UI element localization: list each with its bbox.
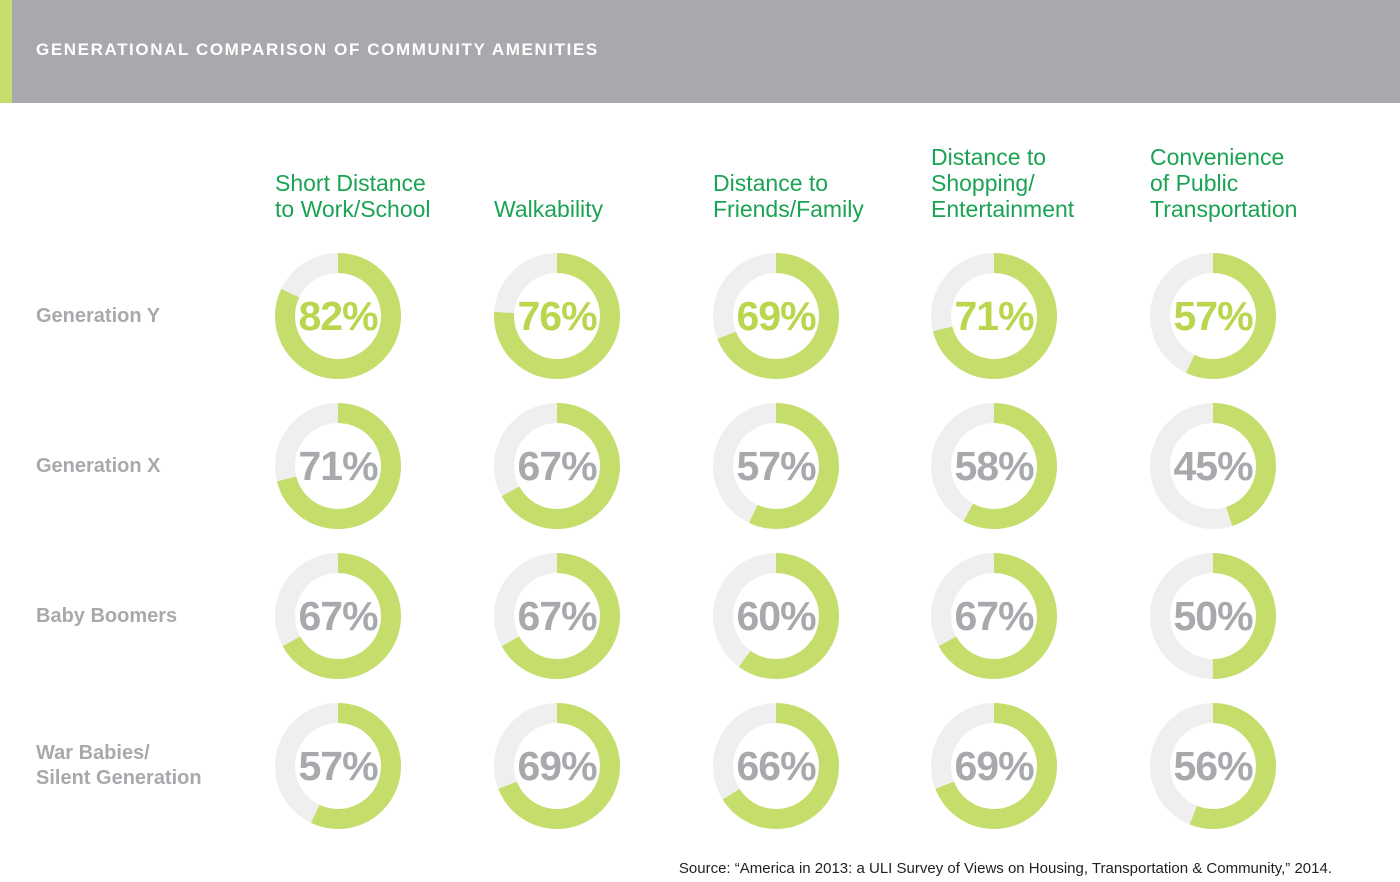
donut-arc bbox=[931, 553, 1057, 679]
donut-value-label: 57% bbox=[736, 442, 816, 489]
donut-arc bbox=[713, 403, 839, 529]
donut-svg bbox=[931, 403, 1057, 529]
donut-svg bbox=[1150, 403, 1276, 529]
donut-ring: 67% bbox=[494, 553, 620, 679]
donut-svg bbox=[275, 703, 401, 829]
donut-svg bbox=[1150, 703, 1276, 829]
donut-value-label: 69% bbox=[736, 292, 816, 339]
donut-value-label: 67% bbox=[298, 592, 378, 639]
donut-ring: 66% bbox=[713, 703, 839, 829]
donut-ring: 71% bbox=[275, 403, 401, 529]
column-header: Distance to Friends/Family bbox=[713, 170, 864, 222]
donut-ring: 57% bbox=[1150, 253, 1276, 379]
donut-svg bbox=[931, 703, 1057, 829]
column-header: Walkability bbox=[494, 196, 604, 222]
donut-arc bbox=[931, 253, 1057, 379]
donut-arc bbox=[1150, 403, 1276, 529]
donut-ring: 45% bbox=[1150, 403, 1276, 529]
donut-arc bbox=[1150, 253, 1276, 379]
donut-value-label: 69% bbox=[517, 742, 597, 789]
donut-ring: 69% bbox=[494, 703, 620, 829]
donut-svg bbox=[713, 253, 839, 379]
source-note: Source: “America in 2013: a ULI Survey o… bbox=[678, 860, 1332, 877]
donut-ring: 60% bbox=[713, 553, 839, 679]
donut-ring: 82% bbox=[275, 253, 401, 379]
donut-svg bbox=[275, 403, 401, 529]
donut-arc bbox=[275, 553, 401, 679]
donut-value-label: 57% bbox=[298, 742, 378, 789]
chart-title: GENERATIONAL COMPARISON OF COMMUNITY AME… bbox=[36, 40, 599, 59]
donut-ring: 67% bbox=[275, 553, 401, 679]
donut-arc bbox=[494, 703, 620, 829]
donut-value-label: 67% bbox=[517, 442, 597, 489]
donut-ring: 67% bbox=[931, 553, 1057, 679]
row-label: Generation X bbox=[36, 454, 161, 477]
donut-value-label: 69% bbox=[954, 742, 1034, 789]
donut-arc bbox=[713, 553, 839, 679]
donut-ring: 67% bbox=[494, 403, 620, 529]
donut-value-label: 45% bbox=[1173, 442, 1253, 489]
donut-svg bbox=[713, 703, 839, 829]
donut-svg bbox=[275, 253, 401, 379]
donut-svg bbox=[931, 553, 1057, 679]
donut-svg bbox=[713, 403, 839, 529]
donut-arc bbox=[494, 403, 620, 529]
column-header: Convenience of Public Transportation bbox=[1150, 144, 1298, 222]
donut-arc bbox=[713, 703, 839, 829]
column-header: Short Distance to Work/School bbox=[275, 170, 431, 222]
donut-ring: 76% bbox=[494, 253, 620, 379]
header-bar: GENERATIONAL COMPARISON OF COMMUNITY AME… bbox=[0, 0, 1400, 103]
donut-value-label: 66% bbox=[736, 742, 816, 789]
donut-value-label: 57% bbox=[1173, 292, 1253, 339]
donut-arc bbox=[713, 253, 839, 379]
donut-svg bbox=[931, 253, 1057, 379]
donut-value-label: 56% bbox=[1173, 742, 1253, 789]
donut-ring: 56% bbox=[1150, 703, 1276, 829]
donut-value-label: 67% bbox=[954, 592, 1034, 639]
donut-svg bbox=[494, 403, 620, 529]
donut-arc bbox=[931, 703, 1057, 829]
donut-svg bbox=[1150, 253, 1276, 379]
donut-value-label: 50% bbox=[1173, 592, 1253, 639]
donut-svg bbox=[713, 553, 839, 679]
donut-svg bbox=[1150, 553, 1276, 679]
donut-ring: 69% bbox=[931, 703, 1057, 829]
donut-value-label: 67% bbox=[517, 592, 597, 639]
donut-ring: 71% bbox=[931, 253, 1057, 379]
donut-arc bbox=[494, 253, 620, 379]
donut-value-label: 82% bbox=[298, 292, 378, 339]
donut-arc bbox=[1150, 703, 1276, 829]
row-label: Baby Boomers bbox=[36, 604, 178, 627]
donut-ring: 57% bbox=[275, 703, 401, 829]
donut-svg bbox=[494, 703, 620, 829]
donut-arc bbox=[931, 403, 1057, 529]
donut-arc bbox=[275, 253, 401, 379]
donut-value-label: 71% bbox=[954, 292, 1034, 339]
donut-value-label: 71% bbox=[298, 442, 378, 489]
header-accent-stripe bbox=[0, 0, 12, 103]
donut-value-label: 58% bbox=[954, 442, 1034, 489]
donut-ring: 57% bbox=[713, 403, 839, 529]
donut-svg bbox=[494, 553, 620, 679]
row-label: War Babies/ Silent Generation bbox=[36, 742, 202, 789]
donut-arc bbox=[275, 403, 401, 529]
donut-svg bbox=[494, 253, 620, 379]
donut-svg bbox=[275, 553, 401, 679]
donut-arc bbox=[275, 703, 401, 829]
donut-ring: 50% bbox=[1150, 553, 1276, 679]
donut-value-label: 76% bbox=[517, 292, 597, 339]
row-label: Generation Y bbox=[36, 304, 161, 327]
donut-arc bbox=[1150, 553, 1276, 679]
donut-ring: 58% bbox=[931, 403, 1057, 529]
donut-value-label: 60% bbox=[736, 592, 816, 639]
donut-arc bbox=[494, 553, 620, 679]
column-header: Distance to Shopping/ Entertainment bbox=[931, 144, 1075, 222]
donut-ring: 69% bbox=[713, 253, 839, 379]
